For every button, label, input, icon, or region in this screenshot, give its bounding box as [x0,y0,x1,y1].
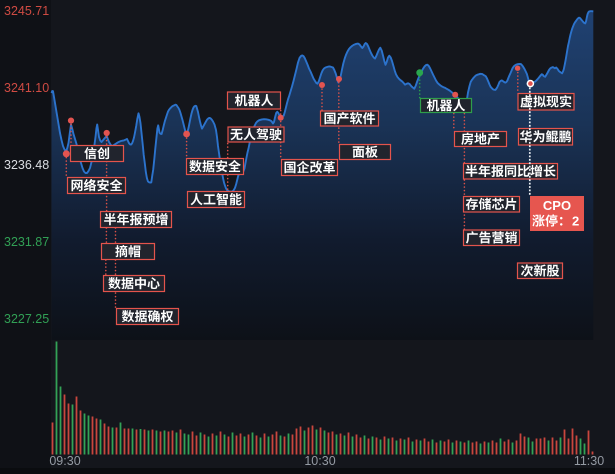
svg-text:09:30: 09:30 [49,454,80,468]
svg-text:11:30: 11:30 [574,454,604,468]
svg-text:3241.10: 3241.10 [4,81,49,95]
svg-text:3227.25: 3227.25 [4,312,49,326]
svg-text:10:30: 10:30 [304,454,335,468]
svg-text:3236.48: 3236.48 [4,158,49,172]
svg-text:3231.87: 3231.87 [4,235,49,249]
svg-text:3245.71: 3245.71 [4,4,49,18]
svg-text:CPO: CPO [543,198,571,213]
svg-text:2: 2 [572,213,579,228]
